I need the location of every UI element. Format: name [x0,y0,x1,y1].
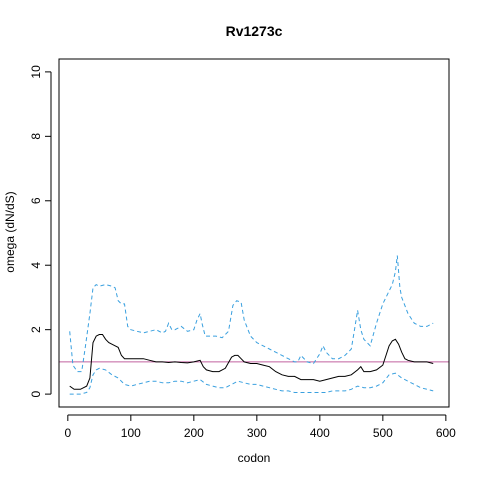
y-tick-label: 6 [29,197,43,204]
x-axis: 0 100 200 300 400 500 600 [64,414,456,440]
y-axis-label: omega (dN/dS) [3,191,17,272]
x-tick-label: 200 [184,426,204,440]
x-tick-label: 300 [247,426,267,440]
x-tick-label: 0 [64,426,71,440]
plot-area [59,255,449,395]
y-tick-label: 4 [29,262,43,269]
chart-title: Rv1273c [226,23,283,39]
y-axis: 0 2 4 6 8 10 [29,65,52,397]
y-tick-label: 8 [29,133,43,140]
plot-frame [58,58,450,408]
series-line-lower-bound [69,367,434,395]
y-tick-label: 2 [29,326,43,333]
y-tick-label: 0 [29,390,43,397]
y-tick-label: 10 [29,65,43,79]
x-tick-label: 500 [373,426,393,440]
series-line-estimate [69,334,434,390]
x-tick-label: 400 [310,426,330,440]
series-line-upper-bound [69,255,434,373]
x-tick-label: 100 [121,426,141,440]
x-axis-label: codon [238,451,271,465]
x-tick-label: 600 [436,426,456,440]
